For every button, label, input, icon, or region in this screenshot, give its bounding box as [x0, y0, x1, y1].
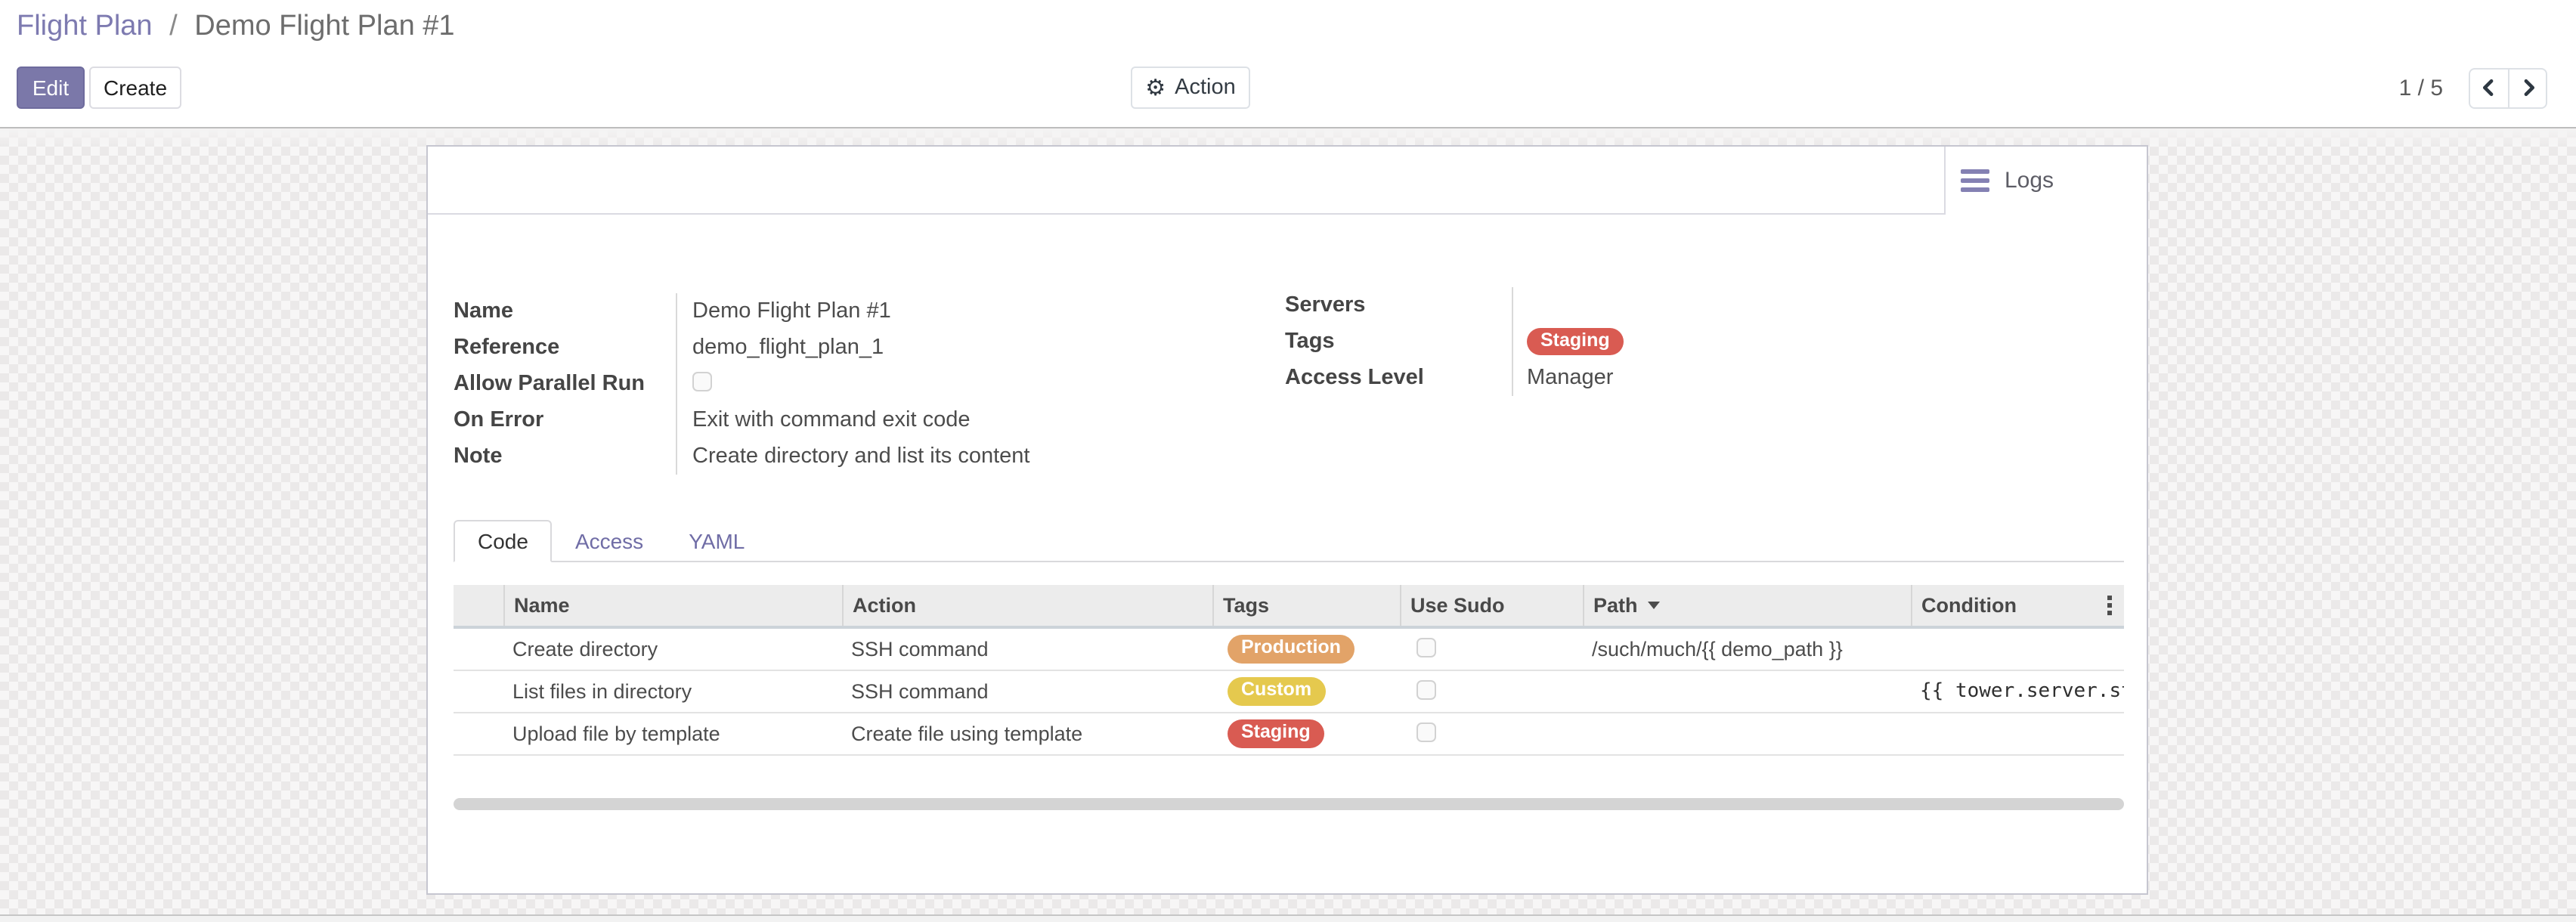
breadcrumb-separator: /: [169, 11, 178, 42]
field-row-name: Name Demo Flight Plan #1: [454, 293, 1277, 330]
field-row-reference: Reference demo_flight_plan_1: [454, 330, 1277, 366]
field-label: Tags: [1285, 323, 1513, 360]
field-label: Access Level: [1285, 360, 1513, 396]
field-value-reference: demo_flight_plan_1: [692, 336, 884, 360]
cell-name: Upload file by template: [512, 722, 720, 745]
cell-use-sudo: [1400, 722, 1583, 746]
cell-name: List files in directory: [512, 680, 692, 703]
pager-count[interactable]: 1 / 5: [2398, 75, 2443, 101]
column-header-tags[interactable]: Tags: [1212, 585, 1400, 626]
field-group-left: Name Demo Flight Plan #1 Reference demo_…: [454, 293, 1277, 475]
field-value-tags: Staging: [1513, 327, 1980, 356]
column-header-action[interactable]: Action: [842, 585, 1212, 626]
create-button[interactable]: Create: [89, 67, 181, 109]
notebook-tabs: Code Access YAML: [454, 520, 2124, 562]
cell-name: Create directory: [512, 638, 658, 661]
column-header-name[interactable]: Name: [503, 585, 842, 626]
cell-use-sudo: [1400, 679, 1583, 704]
optional-columns-icon[interactable]: [2104, 592, 2115, 619]
chevron-left-icon: [2482, 79, 2494, 97]
column-header-path[interactable]: Path: [1583, 585, 1911, 626]
field-row-servers: Servers: [1285, 287, 1980, 323]
breadcrumb-app-link[interactable]: Flight Plan: [17, 11, 153, 42]
tab-access[interactable]: Access: [574, 528, 644, 552]
breadcrumb: Flight Plan / Demo Flight Plan #1: [17, 11, 455, 44]
content-area: Logs Name Demo Flight Plan #1 Reference …: [0, 128, 2576, 914]
sort-caret-down-icon: [1648, 602, 1661, 609]
field-value-on-error: Exit with command exit code: [692, 408, 971, 432]
field-value-allow-parallel-run: [677, 371, 1277, 397]
field-label: Allow Parallel Run: [454, 366, 677, 402]
field-value-access-level: Manager: [1527, 366, 1614, 390]
tag-badge-staging: Staging: [1527, 327, 1624, 356]
cell-tags: Custom: [1212, 677, 1400, 706]
field-row-access-level: Access Level Manager: [1285, 360, 1980, 396]
field-group-right: Servers Tags Staging Access Level Manage…: [1285, 287, 1980, 396]
table-row[interactable]: Upload file by template Create file usin…: [454, 713, 2124, 756]
column-header-condition[interactable]: Condition: [1911, 585, 2124, 626]
form-sheet: Logs Name Demo Flight Plan #1 Reference …: [426, 145, 2148, 895]
use-sudo-checkbox[interactable]: [1416, 637, 1436, 657]
cell-action: SSH command: [851, 680, 989, 703]
field-row-allow-parallel-run: Allow Parallel Run: [454, 366, 1277, 402]
cell-condition: {{ tower.server.st: [1920, 680, 2124, 703]
bottom-edge-strip: [0, 914, 2576, 922]
field-label: Name: [454, 293, 677, 330]
breadcrumb-record: Demo Flight Plan #1: [194, 11, 455, 42]
table-row[interactable]: Create directory SSH command Production …: [454, 629, 2124, 671]
cell-tags: Production: [1212, 635, 1400, 664]
pager-buttons: [2469, 67, 2547, 108]
action-button[interactable]: ⚙ Action: [1131, 67, 1250, 109]
table-header: Name Action Tags Use Sudo Path Condition: [454, 585, 2124, 629]
horizontal-scrollbar[interactable]: [454, 798, 2124, 810]
commands-table: Name Action Tags Use Sudo Path Condition…: [454, 585, 2124, 756]
hamburger-icon: [1961, 169, 1989, 192]
cell-path: /such/much/{{ demo_path }}: [1592, 638, 1843, 661]
table-row[interactable]: List files in directory SSH command Cust…: [454, 671, 2124, 713]
field-label: On Error: [454, 402, 677, 438]
column-header-path-label: Path: [1593, 594, 1638, 617]
field-label: Reference: [454, 330, 677, 366]
field-label: Servers: [1285, 287, 1513, 323]
edit-button[interactable]: Edit: [17, 67, 85, 109]
use-sudo-checkbox[interactable]: [1416, 679, 1436, 699]
tag-badge-custom: Custom: [1228, 677, 1326, 706]
cell-tags: Staging: [1212, 719, 1400, 748]
field-value-note: Create directory and list its content: [692, 444, 1030, 469]
chevron-right-icon: [2523, 79, 2534, 97]
tag-badge-production: Production: [1228, 635, 1355, 664]
gear-icon: ⚙: [1145, 73, 1166, 101]
field-value-name: Demo Flight Plan #1: [692, 299, 891, 323]
field-row-on-error: On Error Exit with command exit code: [454, 402, 1277, 438]
column-header-handle: [454, 585, 503, 626]
control-panel: Flight Plan / Demo Flight Plan #1 Edit C…: [0, 0, 2576, 128]
field-label: Note: [454, 438, 677, 475]
pager-prev-button[interactable]: [2470, 69, 2508, 107]
use-sudo-checkbox[interactable]: [1416, 722, 1436, 741]
action-button-label: Action: [1175, 76, 1236, 100]
cell-action: SSH command: [851, 638, 989, 661]
sheet-header: Logs: [428, 147, 2147, 215]
tab-yaml[interactable]: YAML: [689, 528, 745, 552]
tag-badge-staging: Staging: [1228, 719, 1324, 748]
field-row-note: Note Create directory and list its conte…: [454, 438, 1277, 475]
tab-code[interactable]: Code: [454, 520, 553, 562]
pager: 1 / 5: [2399, 67, 2547, 109]
pager-next-button[interactable]: [2508, 69, 2546, 107]
column-header-use-sudo[interactable]: Use Sudo: [1400, 585, 1583, 626]
cell-use-sudo: [1400, 637, 1583, 661]
field-row-tags: Tags Staging: [1285, 323, 1980, 360]
allow-parallel-run-checkbox[interactable]: [692, 371, 712, 391]
logs-button-label: Logs: [2005, 168, 2054, 193]
cell-action: Create file using template: [851, 722, 1083, 745]
logs-button[interactable]: Logs: [1944, 147, 2147, 215]
